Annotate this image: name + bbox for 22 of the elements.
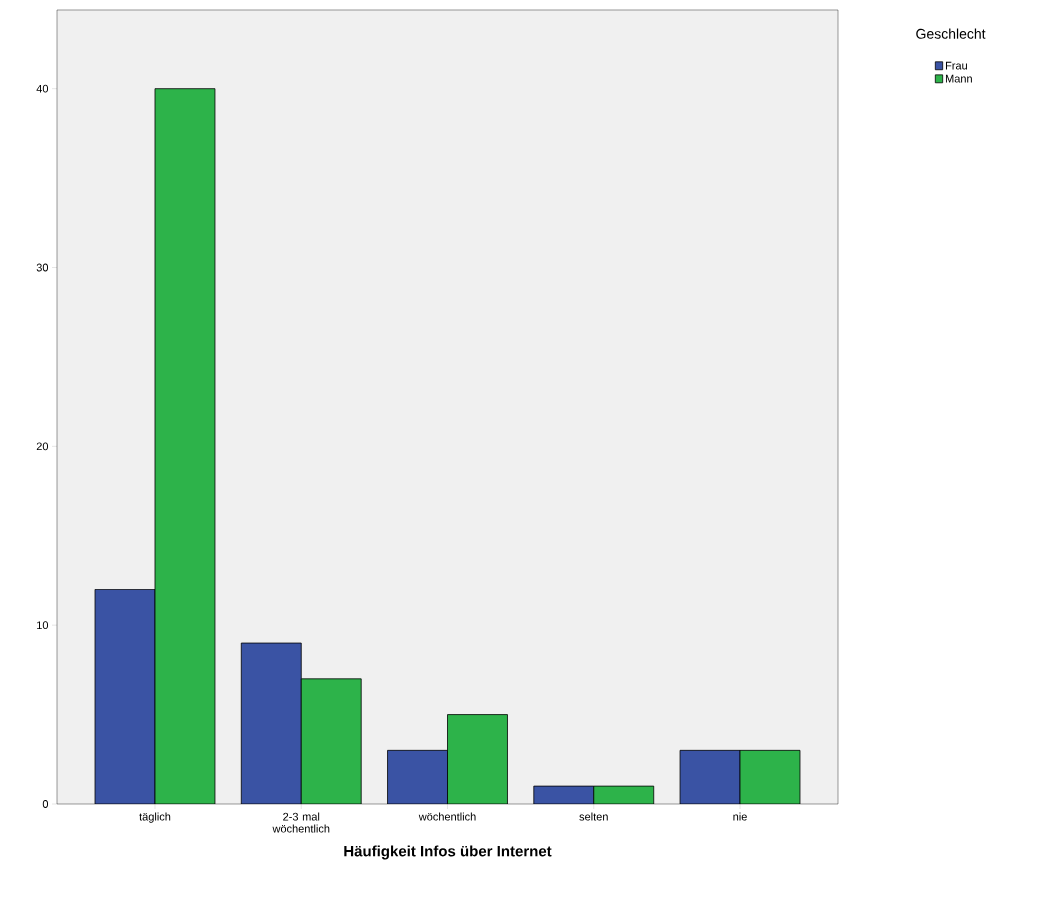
bar	[447, 714, 508, 804]
x-tick-label: wöchentlich	[418, 812, 476, 821]
bar	[241, 643, 302, 804]
x-tick-label: 2-3 mal wöchentlich	[272, 812, 330, 833]
legend-label: Frau	[945, 61, 967, 70]
legend-label: Mann	[945, 74, 972, 83]
legend-title: Geschlecht	[916, 28, 986, 39]
x-tick-label: nie	[733, 812, 747, 821]
bar	[301, 678, 362, 804]
bar	[387, 750, 448, 804]
x-axis-title: Häufigkeit Infos über Internet	[344, 845, 552, 860]
y-tick-label: 20	[36, 442, 49, 451]
y-tick-label: 0	[42, 800, 49, 808]
bar	[679, 749, 741, 804]
x-tick-label: täglich	[139, 812, 171, 823]
y-tick-label: 10	[37, 621, 49, 630]
x-tick-label: selten	[579, 812, 608, 821]
bar	[154, 88, 215, 804]
bar	[739, 749, 801, 804]
y-tick-label: 40	[36, 84, 49, 93]
bar	[95, 589, 155, 804]
y-tick-label: 30	[36, 263, 49, 272]
